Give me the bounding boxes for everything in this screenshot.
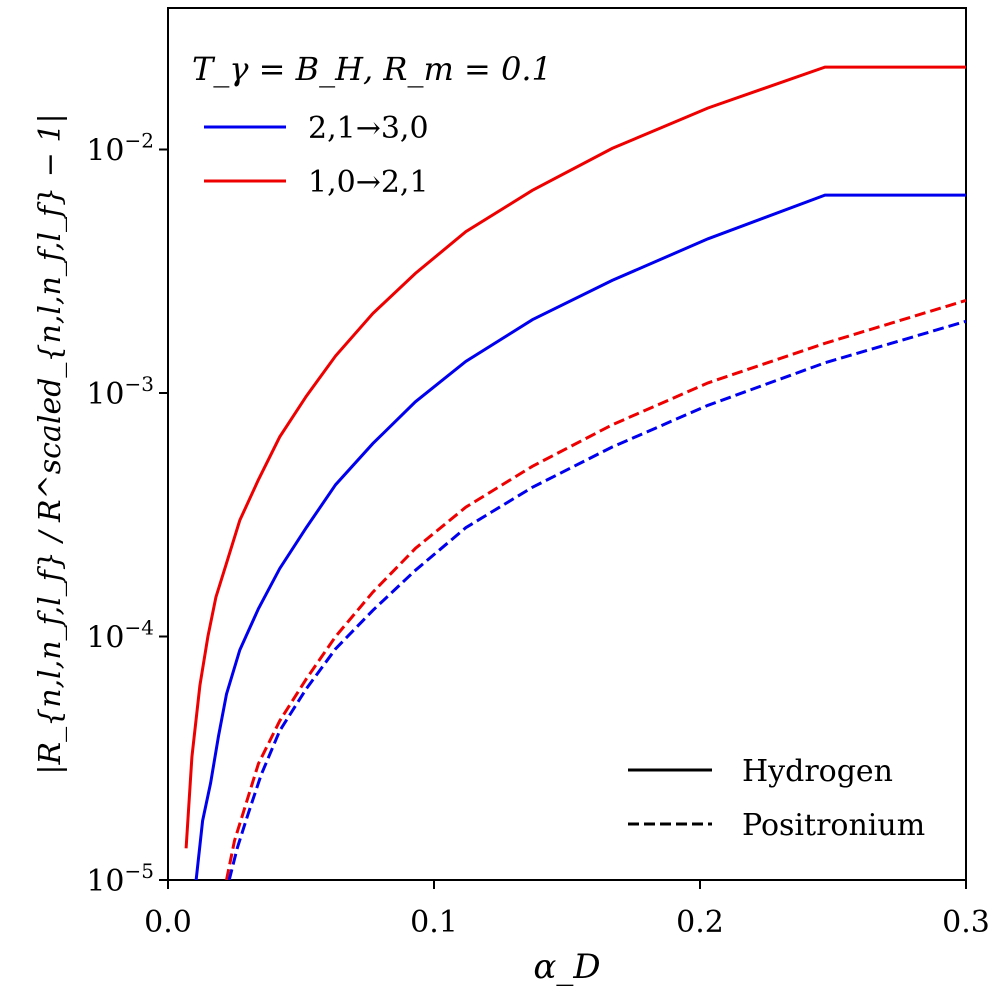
x-axis: 0.0 0.1 0.2 0.3 bbox=[144, 880, 990, 940]
legend-label-1-0-to-2-1: 1,0→2,1 bbox=[308, 165, 429, 200]
y-tick-label: 10−4 bbox=[86, 616, 154, 656]
y-axis: 10−5 10−4 10−3 10−2 bbox=[86, 129, 168, 899]
series-line-2-1-to-3-0-hydrogen bbox=[194, 193, 966, 880]
style-legend: Hydrogen Positronium bbox=[628, 754, 925, 843]
plot-frame bbox=[167, 7, 967, 881]
color-legend: 2,1→3,0 1,0→2,1 bbox=[204, 111, 429, 200]
x-tick-label: 0.1 bbox=[410, 905, 458, 940]
y-tick-label: 10−5 bbox=[86, 859, 154, 899]
y-tick-label: 10−3 bbox=[86, 372, 154, 412]
legend-label-2-1-to-3-0: 2,1→3,0 bbox=[308, 111, 429, 146]
series-line-1-0-to-2-1-positronium bbox=[225, 298, 966, 880]
x-tick-label: 0.2 bbox=[676, 905, 724, 940]
y-tick-label: 10−2 bbox=[86, 129, 154, 169]
x-axis-label: α_D bbox=[533, 947, 600, 987]
legend-label-positronium: Positronium bbox=[742, 808, 925, 843]
y-axis-label: |R_{n,l,n_f,l_f} / R^scaled_{n,l,n_f,l_f… bbox=[33, 113, 68, 774]
series-group bbox=[184, 65, 966, 880]
series-line-1-0-to-2-1-hydrogen bbox=[184, 65, 966, 849]
legend-label-hydrogen: Hydrogen bbox=[742, 754, 893, 789]
x-tick-label: 0.3 bbox=[942, 905, 990, 940]
series-line-2-1-to-3-0-positronium bbox=[227, 319, 966, 880]
condition-annotation: T_γ = B_H, R_m = 0.1 bbox=[192, 50, 552, 88]
x-tick-label: 0.0 bbox=[144, 905, 192, 940]
